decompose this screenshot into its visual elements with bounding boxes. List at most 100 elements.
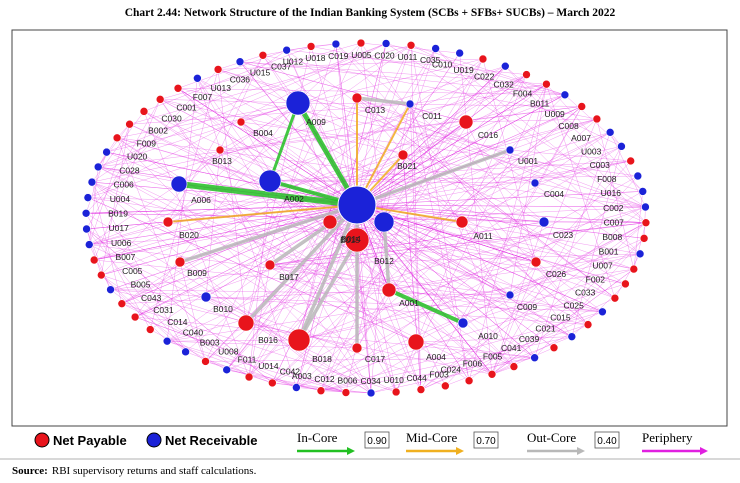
periphery-edge (465, 121, 537, 263)
periphery-edge (269, 175, 638, 182)
node (287, 328, 311, 352)
periphery-edge (356, 204, 603, 312)
periphery-edge (245, 132, 611, 324)
node-label: C022 (474, 72, 495, 82)
node (431, 44, 440, 53)
core-edge (297, 204, 359, 341)
node-label: B016 (258, 335, 278, 345)
periphery-edge (505, 65, 643, 192)
periphery-edge (101, 94, 565, 276)
periphery-edge (546, 84, 616, 299)
edge-legend-value: 0.40 (597, 436, 617, 447)
node-label: B001 (599, 246, 619, 256)
core-edge (178, 181, 358, 208)
periphery-edge (462, 106, 582, 324)
node (598, 307, 607, 317)
periphery-edge (356, 191, 643, 206)
periphery-edge (445, 175, 639, 386)
node (458, 114, 474, 130)
periphery-edge (356, 94, 565, 206)
periphery-edge (135, 316, 535, 358)
periphery-edge (240, 121, 390, 291)
periphery-edge (356, 204, 646, 208)
periphery-edge (86, 204, 358, 214)
periphery-edge (296, 238, 645, 388)
periphery-edge (420, 206, 646, 390)
periphery-edge (89, 244, 603, 313)
periphery-edge (388, 146, 622, 291)
periphery-edge (415, 336, 572, 343)
periphery-edge (101, 274, 247, 324)
periphery-edge (409, 103, 470, 381)
periphery-edge (356, 204, 493, 375)
periphery-edge (272, 175, 638, 384)
node (237, 314, 255, 332)
periphery-edge (461, 221, 589, 325)
periphery-edge (356, 121, 467, 206)
periphery-edge (534, 160, 631, 184)
periphery-edge (129, 124, 331, 223)
periphery-edge (356, 97, 616, 299)
node (81, 208, 91, 218)
periphery-edge (269, 221, 545, 266)
edge-legend-value: 0.90 (367, 436, 387, 447)
node-label: F004 (513, 88, 533, 98)
periphery-edge (356, 83, 547, 206)
periphery-edge (177, 88, 358, 206)
periphery-edge (205, 361, 273, 384)
node-label: F006 (463, 359, 483, 369)
node (102, 147, 111, 157)
node-label: B020 (179, 230, 199, 240)
periphery-edge (269, 264, 589, 325)
periphery-edge (356, 204, 493, 375)
node-label: C033 (575, 288, 596, 298)
value-box (364, 431, 390, 449)
periphery-edge (239, 61, 547, 85)
periphery-edge (160, 99, 358, 206)
periphery-edge (356, 204, 493, 375)
periphery-edge (356, 97, 616, 299)
periphery-edge (177, 88, 358, 206)
node-label: C006 (113, 180, 134, 190)
node-label: B015 (340, 235, 360, 245)
node-label: C017 (365, 354, 386, 364)
periphery-edge (356, 94, 565, 206)
node-label: C036 (230, 75, 251, 85)
periphery-edge (167, 55, 264, 223)
node-label: C012 (314, 374, 335, 384)
periphery-edge (356, 204, 603, 312)
periphery-edge (420, 222, 647, 390)
periphery-edge (269, 221, 545, 266)
node (82, 224, 91, 234)
node (500, 61, 510, 71)
periphery-edge (86, 228, 273, 384)
periphery-edge (269, 97, 358, 266)
node (366, 388, 376, 398)
periphery-edge (491, 221, 545, 375)
node-label: C025 (564, 300, 585, 310)
periphery-edge (94, 204, 358, 261)
node-label: B008 (602, 232, 622, 242)
periphery-edge (245, 43, 337, 324)
node-label: B007 (116, 252, 136, 262)
periphery-edge (98, 106, 582, 168)
periphery-edge (197, 78, 372, 394)
periphery-edge (385, 43, 646, 208)
value-box (594, 431, 620, 449)
node (215, 145, 225, 155)
node-label: C035 (420, 55, 441, 65)
periphery-edge (329, 221, 397, 393)
periphery-edge (178, 149, 221, 185)
periphery-edge (239, 61, 358, 206)
periphery-edge (160, 99, 634, 270)
node (639, 234, 649, 243)
periphery-edge (98, 102, 299, 168)
node-label: B012 (374, 256, 394, 266)
periphery-edge (356, 204, 493, 375)
node-label: B021 (397, 161, 417, 171)
core-edge (382, 221, 391, 291)
periphery-edge (633, 191, 643, 270)
title: Chart 2.44: Network Structure of the Ind… (125, 7, 616, 19)
periphery-edge (269, 180, 493, 375)
periphery-edge (320, 58, 484, 391)
